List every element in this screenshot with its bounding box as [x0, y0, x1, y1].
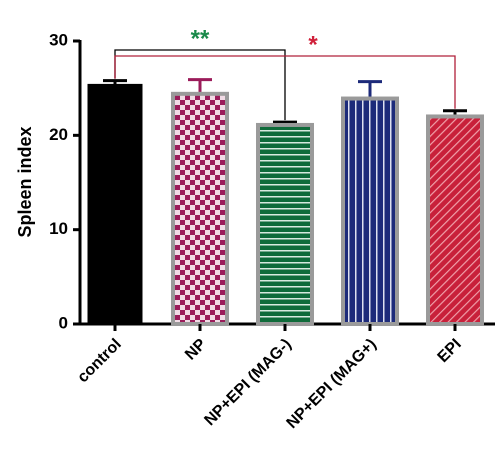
- significance-label: **: [191, 25, 210, 52]
- bar: [256, 122, 314, 326]
- x-tick-label: control: [74, 336, 124, 386]
- y-axis-label: Spleen index: [15, 126, 35, 237]
- bar: [171, 91, 229, 327]
- y-tick-label: 0: [59, 313, 68, 332]
- y-tick-label: 10: [49, 219, 68, 238]
- x-tick-label: NP+EPI (MAG-): [201, 336, 294, 429]
- bar: [426, 114, 484, 327]
- x-tick-label: NP+EPI (MAG+): [284, 336, 380, 432]
- significance-label: *: [308, 31, 318, 58]
- y-tick-label: 20: [49, 125, 68, 144]
- y-tick-label: 30: [49, 30, 68, 49]
- x-tick-label: EPI: [435, 336, 465, 366]
- significance-bracket: [114, 55, 456, 109]
- bar: [87, 83, 143, 325]
- bar: [341, 96, 399, 326]
- x-tick-label: NP: [182, 336, 210, 364]
